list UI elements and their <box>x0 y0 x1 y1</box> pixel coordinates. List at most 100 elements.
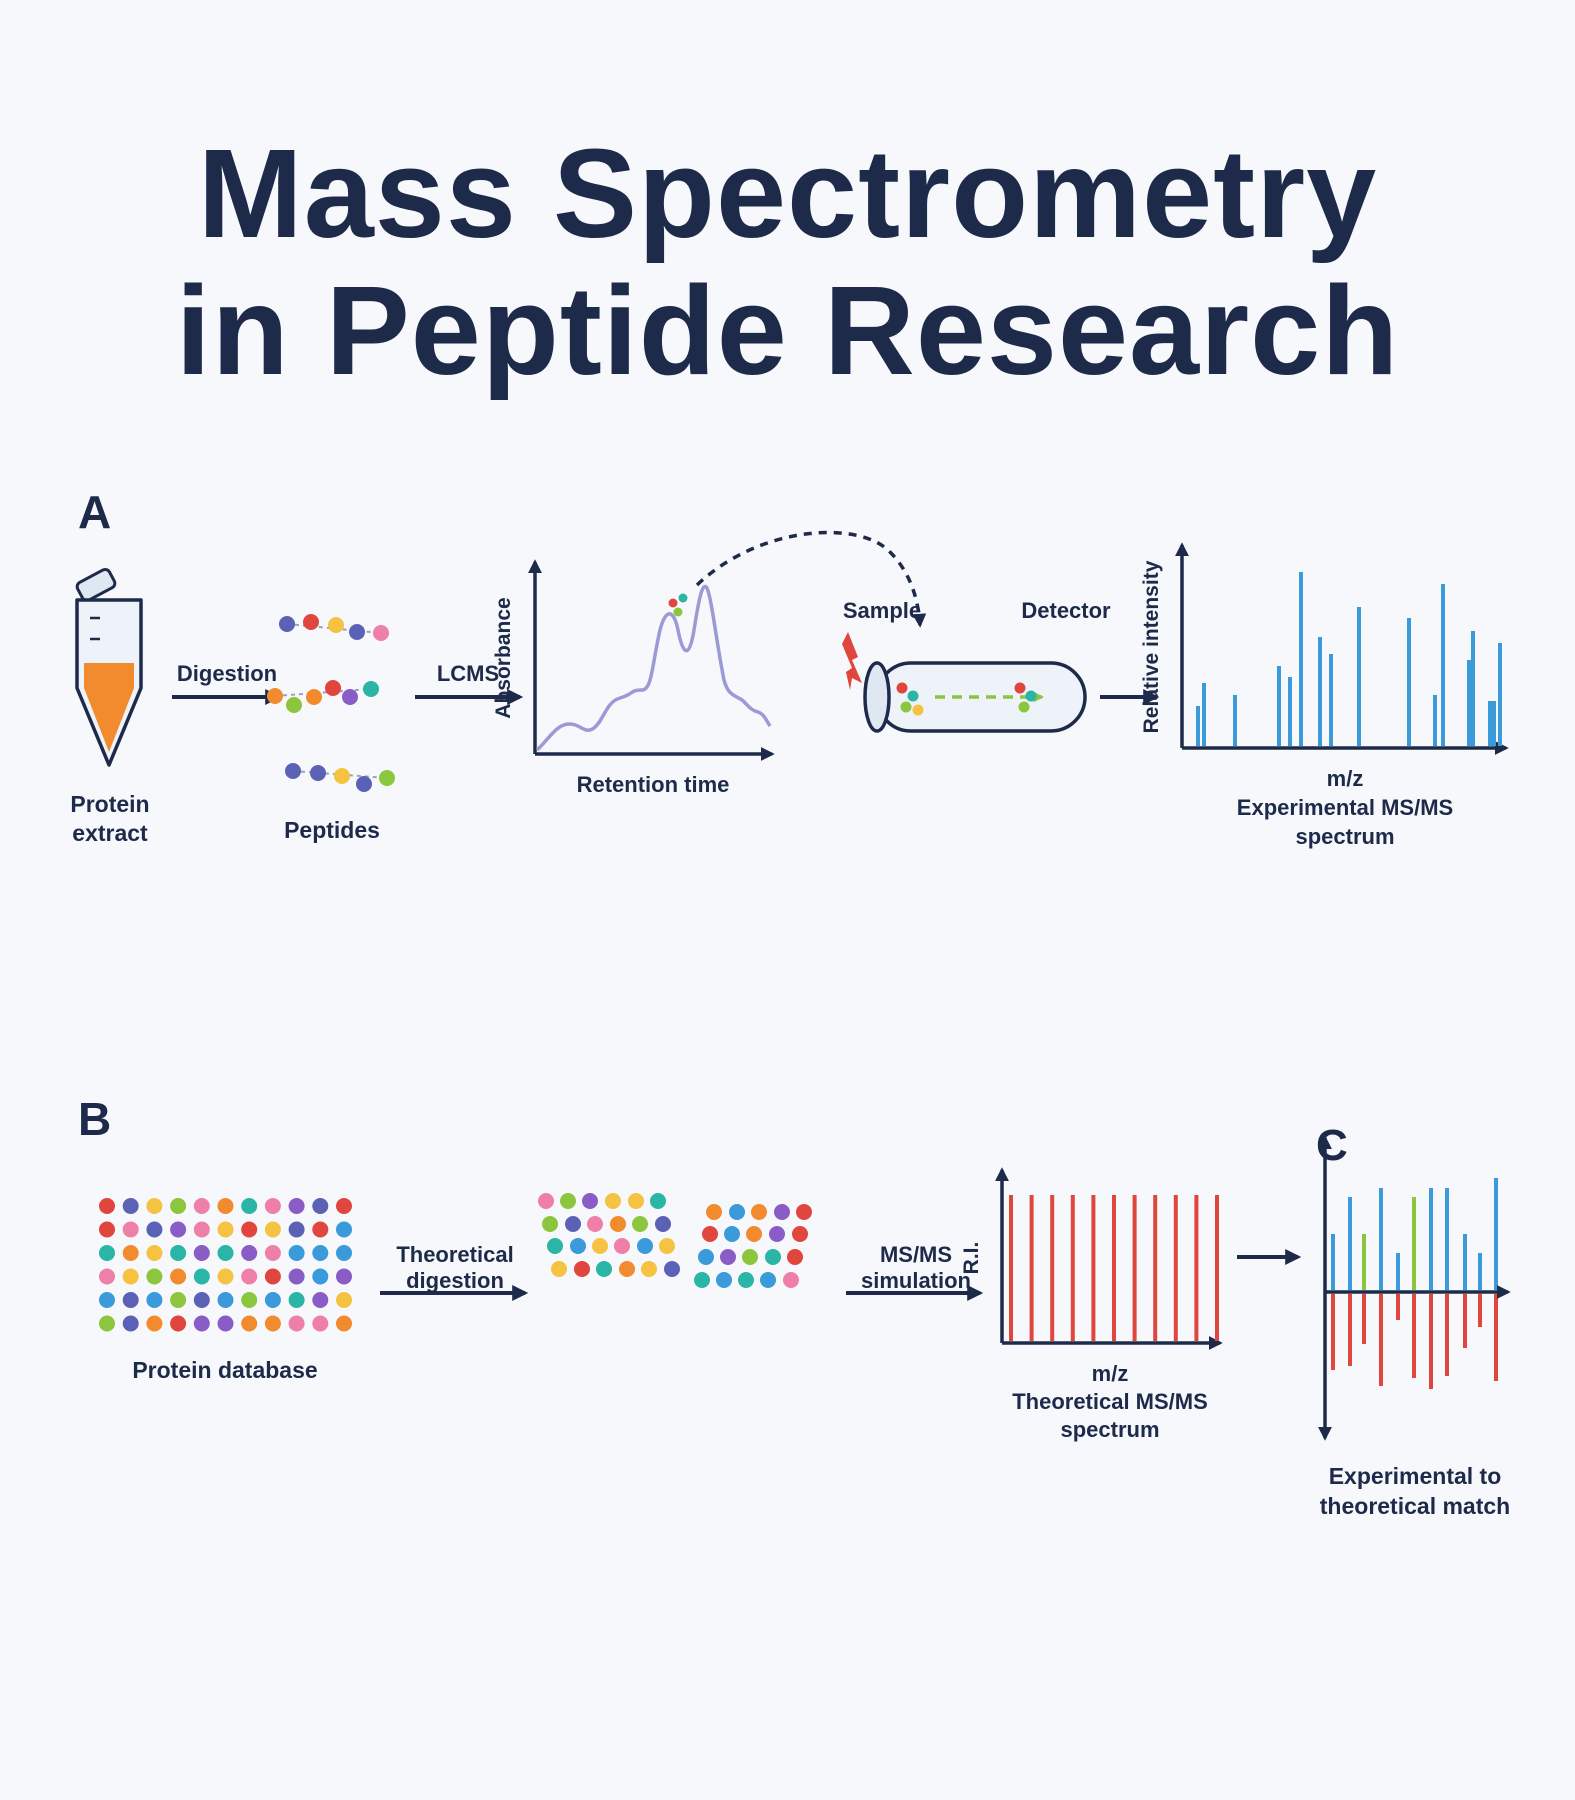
theoretical-caption-line-1: Theoretical MS/MS <box>1012 1389 1208 1414</box>
theoretical-y-label: R.I. <box>960 1242 983 1275</box>
theoretical-digestion-label-2: digestion <box>406 1268 504 1293</box>
database-residue-dot <box>146 1198 163 1214</box>
database-residue-dot <box>312 1315 329 1332</box>
digested-peptides-group-1 <box>538 1193 680 1277</box>
protein-database-grid <box>99 1198 352 1332</box>
database-residue-dot <box>312 1268 329 1285</box>
digestion-label: Digestion <box>177 661 277 686</box>
peptides-label: Peptides <box>284 817 380 843</box>
database-residue-dot <box>122 1198 139 1214</box>
msms-simulation-label-1: MS/MS <box>880 1242 952 1267</box>
mirror-match-plot <box>1318 1135 1511 1441</box>
theoretical-digestion-label-1: Theoretical <box>396 1242 513 1267</box>
spectrum-y-label: Relative intensity <box>1140 560 1163 733</box>
digested-residue-dot <box>774 1204 790 1220</box>
digested-residue-dot <box>738 1272 754 1288</box>
chromatogram <box>528 559 775 761</box>
database-residue-dot <box>99 1198 115 1214</box>
digested-residue-dot <box>592 1238 608 1254</box>
database-residue-dot <box>288 1315 305 1332</box>
database-residue-dot <box>193 1315 210 1332</box>
database-residue-dot <box>336 1245 352 1261</box>
database-residue-dot <box>170 1315 187 1332</box>
digested-residue-dot <box>614 1238 630 1254</box>
database-residue-dot <box>312 1198 329 1214</box>
database-residue-dot <box>193 1268 210 1285</box>
database-residue-dot <box>146 1221 163 1238</box>
msms-simulation-label-2: simulation <box>861 1268 971 1293</box>
database-residue-dot <box>122 1268 139 1285</box>
database-residue-dot <box>146 1315 163 1332</box>
digested-residue-dot <box>659 1238 675 1254</box>
digested-residue-dot <box>574 1261 590 1277</box>
digested-residue-dot <box>538 1193 554 1209</box>
database-residue-dot <box>217 1292 234 1308</box>
digested-residue-dot <box>641 1261 657 1277</box>
digested-residue-dot <box>547 1238 563 1254</box>
database-residue-dot <box>336 1198 352 1214</box>
digested-residue-dot <box>792 1226 808 1242</box>
digested-residue-dot <box>565 1216 581 1232</box>
database-residue-dot <box>217 1245 234 1261</box>
digested-residue-dot <box>702 1226 718 1242</box>
digested-residue-dot <box>729 1204 745 1220</box>
digested-residue-dot <box>720 1249 736 1265</box>
database-residue-dot <box>99 1315 115 1332</box>
panel-b-letter: B <box>78 1093 111 1145</box>
database-residue-dot <box>336 1315 352 1332</box>
digested-residue-dot <box>742 1249 758 1265</box>
digested-residue-dot <box>765 1249 781 1265</box>
sample-label: Sample <box>843 598 921 623</box>
chromatogram-y-label: Absorbance <box>492 597 515 718</box>
digested-residue-dot <box>560 1193 576 1209</box>
database-residue-dot <box>170 1268 187 1285</box>
title-line-2: in Peptide Research <box>175 260 1400 401</box>
database-residue-dot <box>288 1221 305 1238</box>
database-residue-dot <box>312 1245 329 1261</box>
digested-residue-dot <box>724 1226 740 1242</box>
database-residue-dot <box>170 1245 187 1261</box>
database-residue-dot <box>264 1268 281 1285</box>
digested-residue-dot <box>650 1193 666 1209</box>
digested-residue-dot <box>632 1216 648 1232</box>
lcms-label: LCMS <box>437 661 499 686</box>
database-residue-dot <box>336 1292 352 1308</box>
digested-residue-dot <box>542 1216 558 1232</box>
database-residue-dot <box>336 1268 352 1285</box>
panel-a-letter: A <box>78 486 111 538</box>
digested-residue-dot <box>628 1193 644 1209</box>
database-residue-dot <box>99 1292 115 1308</box>
database-residue-dot <box>241 1198 258 1214</box>
database-residue-dot <box>241 1292 258 1308</box>
database-residue-dot <box>264 1198 281 1214</box>
database-residue-dot <box>264 1245 281 1261</box>
digested-residue-dot <box>637 1238 653 1254</box>
database-residue-dot <box>99 1221 115 1238</box>
spectrum-x-label: m/z <box>1327 766 1364 791</box>
database-residue-dot <box>122 1315 139 1332</box>
ionization-lightning-icon <box>842 632 862 690</box>
digested-residue-dot <box>796 1204 812 1220</box>
theoretical-x-label: m/z <box>1092 1361 1129 1386</box>
digested-residue-dot <box>698 1249 714 1265</box>
digested-residue-dot <box>570 1238 586 1254</box>
digested-residue-dot <box>596 1261 612 1277</box>
spectrum-caption-line-1: Experimental MS/MS <box>1237 795 1453 820</box>
page-title: Mass Spectrometry in Peptide Research <box>0 125 1575 399</box>
database-residue-dot <box>99 1268 115 1285</box>
match-caption-line-2: theoretical match <box>1320 1493 1510 1519</box>
database-residue-dot <box>241 1221 258 1238</box>
sample-transfer-arrow <box>695 530 927 628</box>
protein-extract-tube-icon <box>75 567 143 767</box>
database-residue-dot <box>217 1198 234 1214</box>
database-residue-dot <box>193 1245 210 1261</box>
digested-residue-dot <box>655 1216 671 1232</box>
chromatogram-trace <box>535 584 772 752</box>
digested-residue-dot <box>664 1261 680 1277</box>
database-residue-dot <box>241 1315 258 1332</box>
database-residue-dot <box>241 1268 258 1285</box>
digested-residue-dot <box>751 1204 767 1220</box>
digested-residue-dot <box>760 1272 776 1288</box>
digested-residue-dot <box>716 1272 732 1288</box>
database-residue-dot <box>312 1292 329 1308</box>
